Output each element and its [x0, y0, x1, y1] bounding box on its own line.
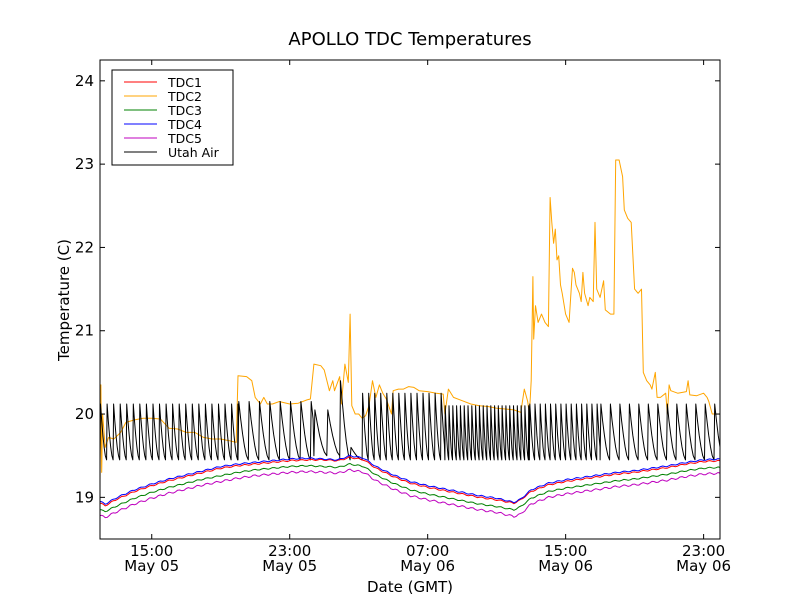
legend-label: Utah Air: [168, 145, 220, 160]
plot-frame: [99, 59, 721, 540]
legend-box: [111, 69, 234, 166]
x-tick-label-time: 07:00: [406, 542, 449, 560]
legend-label: TDC1: [167, 75, 202, 90]
y-axis: 19 20 21 22 23 24: [75, 72, 720, 506]
series-line-tdc5: [100, 468, 720, 519]
y-tick-label: 22: [75, 238, 94, 256]
legend-label: TDC5: [167, 131, 202, 146]
y-tick-label: 24: [75, 72, 94, 90]
y-tick-label: 21: [75, 322, 94, 340]
legend-label: TDC3: [167, 103, 202, 118]
x-tick-label-date: May 06: [676, 557, 731, 575]
chart-title: APOLLO TDC Temperatures: [288, 29, 531, 50]
x-tick-label-time: 15:00: [130, 542, 173, 560]
series-line-tdc3: [100, 463, 720, 513]
x-tick-label-time: 23:00: [268, 542, 311, 560]
x-tick-label-date: May 05: [124, 557, 179, 575]
x-tick-label-date: May 06: [400, 557, 455, 575]
y-axis-label: Temperature (C): [55, 239, 73, 362]
series-layer: [100, 159, 720, 519]
series-line-tdc4: [100, 454, 720, 505]
x-tick-label-time: 23:00: [682, 542, 725, 560]
y-tick-label: 19: [75, 488, 94, 506]
y-tick-label: 23: [75, 155, 94, 173]
x-axis-label: Date (GMT): [367, 578, 453, 596]
series-line-utah-air: [100, 380, 720, 461]
x-tick-label-time: 15:00: [544, 542, 587, 560]
series-line-tdc1: [100, 456, 720, 507]
x-tick-label-date: May 06: [538, 557, 593, 575]
legend-label: TDC2: [167, 89, 202, 104]
legend-label: TDC4: [167, 117, 202, 132]
x-tick-label-date: May 05: [262, 557, 317, 575]
y-tick-label: 20: [75, 405, 94, 423]
